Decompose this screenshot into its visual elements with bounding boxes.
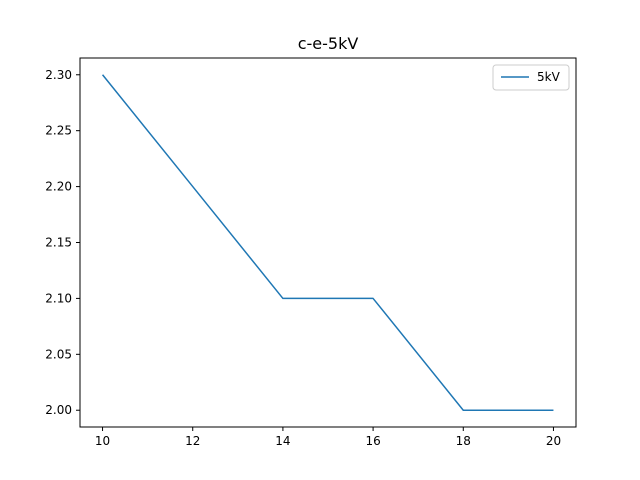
chart-title: c-e-5kV (298, 34, 359, 53)
x-tick-label: 18 (456, 434, 471, 448)
y-tick-label: 2.20 (45, 180, 72, 194)
plot-area (79, 57, 577, 428)
x-tick-label: 14 (275, 434, 290, 448)
y-tick-label: 2.10 (45, 291, 72, 305)
y-tick-label: 2.15 (45, 236, 72, 250)
series-line-5kv (101, 74, 554, 411)
x-tick-label: 10 (95, 434, 110, 448)
y-axis: 2.00 2.05 2.10 2.15 2.20 2.25 2.30 (45, 68, 80, 417)
x-tick-label: 20 (546, 434, 561, 448)
legend-box (492, 64, 570, 91)
series-layer (101, 74, 554, 411)
y-tick-label: 2.25 (45, 124, 72, 138)
legend: 5kV (492, 64, 570, 91)
y-tick-label: 2.05 (45, 347, 72, 361)
x-axis: 10 12 14 16 18 20 (95, 427, 561, 448)
legend-label-5kv: 5kV (537, 70, 561, 84)
y-tick-label: 2.30 (45, 68, 72, 82)
x-tick-label: 16 (365, 434, 380, 448)
x-tick-label: 12 (185, 434, 200, 448)
y-tick-label: 2.00 (45, 403, 72, 417)
